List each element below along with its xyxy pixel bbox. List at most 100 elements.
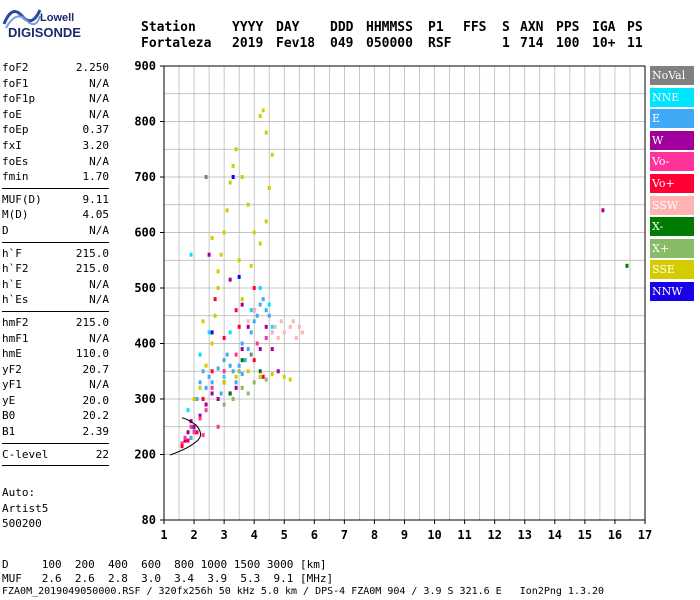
data-point-e — [225, 352, 229, 357]
data-point-vo- — [186, 438, 190, 443]
data-point-sse — [213, 313, 217, 318]
legend-item: W — [650, 130, 694, 150]
data-point-ssw — [291, 319, 295, 324]
data-point-vo- — [201, 433, 205, 438]
data-point-vo- — [180, 441, 184, 446]
parameter-label: MUF(D) — [2, 192, 42, 206]
data-point-vo- — [183, 435, 187, 440]
parameter-label: M(D) — [2, 208, 29, 222]
data-point-vo- — [234, 352, 238, 357]
data-point-w — [276, 369, 280, 374]
data-point-sse — [216, 269, 220, 274]
header-label: PPS — [556, 20, 580, 35]
data-point-ssw — [297, 324, 301, 329]
header-value: 100 — [556, 36, 580, 51]
data-point-sse — [258, 113, 262, 118]
parameter-row: h`F2 215.0 — [2, 261, 109, 277]
header-label: DAY — [276, 20, 300, 35]
header-label: FFS — [463, 20, 487, 35]
data-point-x- — [237, 369, 241, 374]
data-point-ssw — [282, 330, 286, 335]
data-point-w — [258, 347, 262, 352]
header-label: P1 — [428, 20, 444, 35]
logo-text-top: Lowell — [40, 12, 75, 24]
parameter-label: fxI — [2, 138, 22, 152]
data-point-vo- — [216, 424, 220, 429]
parameter-value: 2.250 — [75, 61, 109, 74]
parameter-value: N/A — [89, 154, 109, 168]
data-point-e — [237, 363, 241, 368]
data-point-ssw — [252, 308, 256, 313]
header-value: Fortaleza — [141, 36, 212, 51]
header-label: AXN — [520, 20, 544, 35]
bottom-table-distance: D 100 200 400 600 800 1000 1500 3000 [km… — [2, 558, 327, 571]
parameter-row: M(D) 4.05 — [2, 207, 109, 223]
data-point-nne — [267, 302, 271, 307]
data-point-vo- — [180, 444, 184, 449]
data-point-vo- — [252, 286, 256, 290]
parameter-label: foEp — [2, 123, 29, 137]
header-label: PS — [627, 20, 643, 35]
parameter-label: hmF1 — [2, 331, 29, 345]
data-point-e — [234, 380, 238, 385]
auto-line: Auto: — [2, 486, 36, 499]
parameter-row: yE 20.0 — [2, 393, 109, 409]
chart-axes: 1 2 3 4 5 6 7 8 9 10 11 12 13 14 15 16 17802003004005006… — [134, 59, 652, 542]
data-point-e — [240, 341, 244, 346]
data-point-sse — [234, 147, 238, 152]
logo-wave-icon — [2, 9, 42, 29]
data-point-sse — [246, 369, 250, 374]
parameter-row: MUF(D) 9.11 — [2, 192, 109, 208]
data-point-sse — [240, 175, 244, 179]
parameter-label: hmE — [2, 347, 22, 361]
parameter-label: h`E — [2, 277, 22, 291]
data-point-vo- — [234, 308, 238, 313]
data-point-e — [207, 374, 211, 379]
data-point-w — [207, 252, 211, 257]
parameter-label: h`Es — [2, 293, 29, 307]
parameter-row: hmF2 215.0 — [2, 315, 109, 331]
header-label: DDD — [330, 20, 354, 35]
data-point-e — [240, 372, 244, 377]
parameter-label: foF1 — [2, 76, 29, 90]
data-point-w — [240, 347, 244, 352]
parameter-label: yF1 — [2, 378, 22, 392]
data-point-nne — [207, 330, 211, 335]
ionogram-chart: 1 2 3 4 5 6 7 8 9 10 11 12 13 14 15 16 17802003004005006… — [134, 59, 652, 542]
data-point-sse — [258, 241, 262, 246]
parameter-row: yF2 20.7 — [2, 362, 109, 378]
data-point-e — [216, 366, 220, 371]
data-point-e — [201, 369, 205, 374]
data-point-e — [228, 363, 232, 368]
trace-curve — [169, 417, 202, 456]
data-point-vo- — [210, 369, 214, 374]
data-point-ssw — [273, 324, 277, 329]
parameter-row: hmF1 N/A — [2, 331, 109, 347]
data-point-ssw — [300, 330, 304, 335]
header-label: S — [502, 20, 510, 35]
parameter-label: yE — [2, 393, 16, 407]
data-point-vo- — [222, 369, 226, 374]
data-point-vo- — [198, 416, 202, 421]
parameter-row: h`F 215.0 — [2, 246, 109, 262]
parameter-label: foF1p — [2, 92, 36, 106]
parameter-row: foF1p N/A — [2, 91, 109, 107]
parameter-value: 4.05 — [82, 208, 110, 222]
header-value: 050000 — [366, 36, 413, 51]
auto-line: Artist5 — [2, 501, 49, 515]
data-point-sse — [216, 286, 220, 290]
data-point-e — [222, 358, 226, 363]
parameter-value: 20.0 — [82, 393, 110, 407]
x-tick-label: 7 — [341, 528, 348, 542]
data-point-sse — [201, 319, 205, 324]
data-point-vo- — [189, 424, 193, 429]
parameter-divider — [2, 310, 109, 312]
header-value: 2019 — [232, 36, 264, 51]
legend-item: E — [650, 109, 694, 129]
data-point-ssw — [270, 330, 274, 335]
data-point-nne — [198, 352, 202, 357]
data-point-w — [234, 385, 238, 390]
parameter-row: foF2 2.250 — [2, 60, 109, 76]
parameter-row: hmE 110.0 — [2, 346, 109, 362]
data-point-e — [204, 385, 208, 390]
